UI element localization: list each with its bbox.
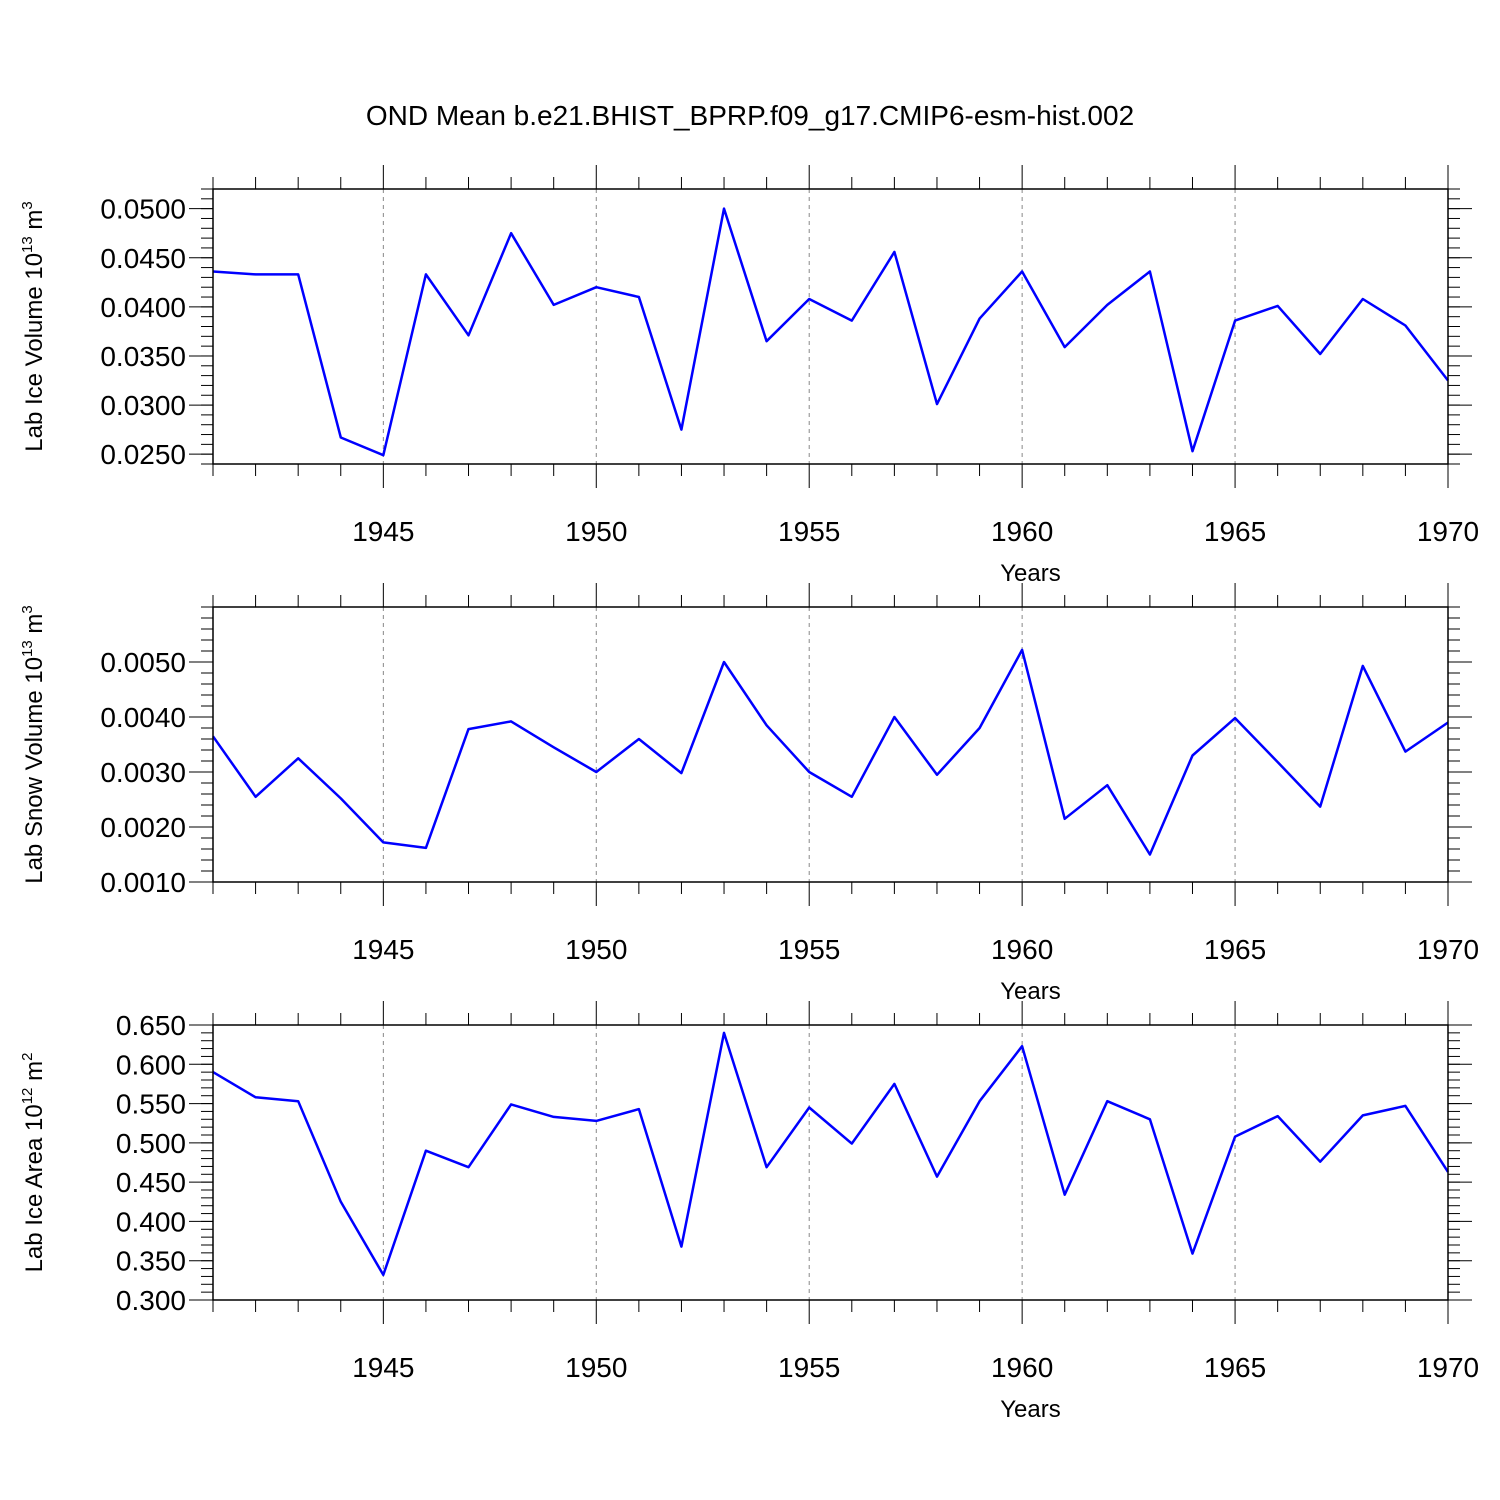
x-axis-label: Years (1000, 1396, 1061, 1423)
y-tick-label: 0.0050 (100, 647, 186, 678)
y-tick-label: 0.0300 (100, 390, 186, 421)
y-tick-label: 0.650 (116, 1010, 186, 1041)
plot-frame (212, 606, 1449, 883)
series-line (212, 207, 1449, 457)
y-tick-label: 0.400 (116, 1206, 186, 1237)
x-tick-label: 1965 (1204, 1352, 1266, 1383)
y-tick-label: 0.600 (116, 1049, 186, 1080)
x-tick-label: 1945 (352, 934, 414, 965)
x-tick-label: 1950 (565, 1352, 627, 1383)
x-tick-label: 1965 (1204, 934, 1266, 965)
x-axis-label: Years (1000, 560, 1061, 587)
x-tick-label: 1955 (778, 934, 840, 965)
panel-snow-volume: 0.0010 0.0020 0.0030 0.0040 0.0050 1945 1950 19… (19, 583, 1479, 1005)
x-tick-label: 1955 (778, 516, 840, 547)
series-line (211, 648, 1449, 856)
x-tick-label: 1955 (778, 1352, 840, 1383)
y-axis-label: Lab Ice Area 1012 m2 (19, 1053, 48, 1273)
y-tick-label: 0.550 (116, 1089, 186, 1120)
y-tick-label: 0.0040 (100, 702, 186, 733)
y-axis-label: Lab Ice Volume 1013 m3 (19, 201, 48, 452)
plot-frame (212, 188, 1449, 465)
x-tick-label: 1960 (991, 516, 1053, 547)
panel-ice-area: 0.300 0.350 0.400 0.450 0.500 0.550 0.600 0.650… (19, 1001, 1479, 1423)
figure-title: OND Mean b.e21.BHIST_BPRP.f09_g17.CMIP6-… (365, 100, 1135, 131)
x-tick-label: 1970 (1417, 934, 1479, 965)
y-tick-label: 0.0020 (100, 812, 186, 843)
x-tick-label: 1950 (565, 934, 627, 965)
panel-ice-volume: 0.0250 0.0300 0.0350 0.0400 0.0450 0.0500 1945… (19, 165, 1479, 587)
y-axis-label: Lab Snow Volume 1013 m3 (19, 605, 48, 884)
y-tick-label: 0.500 (116, 1128, 186, 1159)
y-tick-label: 0.0250 (100, 439, 186, 470)
x-tick-label: 1950 (565, 516, 627, 547)
y-tick-label: 0.450 (116, 1167, 186, 1198)
y-tick-label: 0.0500 (100, 194, 186, 225)
x-tick-label: 1965 (1204, 516, 1266, 547)
x-tick-label: 1970 (1417, 1352, 1479, 1383)
x-tick-label: 1970 (1417, 516, 1479, 547)
plot-frame (212, 1024, 1449, 1301)
x-tick-label: 1960 (991, 934, 1053, 965)
y-tick-label: 0.0010 (100, 867, 186, 898)
y-tick-label: 0.350 (116, 1246, 186, 1277)
x-axis-label: Years (1000, 978, 1061, 1005)
x-tick-label: 1945 (352, 516, 414, 547)
x-tick-label: 1960 (991, 1352, 1053, 1383)
series-line (212, 1031, 1450, 1277)
y-tick-label: 0.0400 (100, 292, 186, 323)
y-tick-label: 0.0350 (100, 341, 186, 372)
y-tick-label: 0.300 (116, 1285, 186, 1316)
y-tick-label: 0.0450 (100, 243, 186, 274)
y-tick-label: 0.0030 (100, 757, 186, 788)
x-tick-label: 1945 (352, 1352, 414, 1383)
